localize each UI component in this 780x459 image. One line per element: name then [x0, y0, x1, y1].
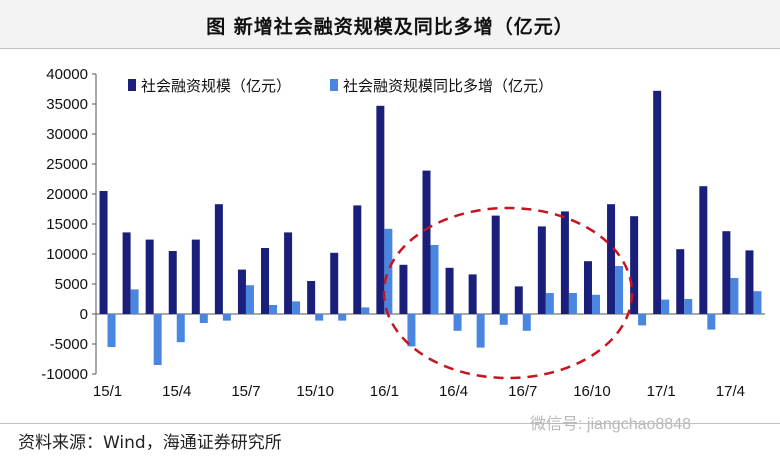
bar-social-financing-17-3: [699, 186, 708, 314]
bar-yoy-increase-15-7: [245, 285, 254, 314]
watermark: 微信号: jiangchao8848: [530, 416, 691, 433]
bar-social-financing-16-2: [399, 264, 408, 314]
bar-yoy-increase-15-8: [269, 305, 278, 314]
bar-yoy-increase-17-3: [707, 314, 716, 330]
legend-label-2: 社会融资规模同比多增（亿元）: [343, 77, 553, 95]
bar-social-financing-15-2: [122, 232, 131, 314]
bar-yoy-increase-16-12: [638, 314, 647, 326]
bar-social-financing-16-10: [583, 261, 592, 314]
y-tick-label: 35000: [46, 96, 88, 113]
bar-social-financing-15-12: [353, 205, 362, 314]
bar-social-financing-16-7: [514, 286, 523, 314]
x-tick-label: 15/10: [296, 383, 334, 400]
chart-area: -10000 -5000 0 5000 10000 15000 20000 25000 3000…: [41, 66, 765, 400]
x-tick-label: 16/7: [508, 383, 537, 400]
bar-yoy-increase-16-10: [591, 294, 600, 314]
y-tick-label: 20000: [46, 186, 88, 203]
bar-yoy-increase-16-1: [384, 228, 393, 314]
bar-yoy-increase-15-12: [361, 307, 370, 314]
x-tick-label: 15/1: [93, 383, 122, 400]
bar-social-financing-16-8: [537, 226, 546, 314]
y-tick-label: 15000: [46, 216, 88, 233]
tick-labels: -10000 -5000 0 5000 10000 15000 20000 25000 3000…: [41, 66, 745, 400]
bar-yoy-increase-15-5: [199, 314, 208, 323]
bar-social-financing-15-4: [168, 251, 177, 314]
bar-yoy-increase-16-3: [430, 245, 439, 314]
bar-social-financing-16-11: [607, 204, 616, 314]
annotation: [382, 206, 634, 380]
x-tick-label: 16/10: [573, 383, 611, 400]
bar-social-financing-17-2: [676, 249, 685, 314]
highlight-ellipse: [382, 206, 634, 380]
bar-social-financing-16-4: [445, 267, 454, 314]
legend: 社会融资规模（亿元） 社会融资规模同比多增（亿元）: [128, 77, 553, 95]
bars: [99, 90, 762, 365]
x-tick-label: 16/4: [439, 383, 468, 400]
bar-social-financing-15-5: [191, 239, 200, 314]
y-tick-label: 10000: [46, 246, 88, 263]
bar-social-financing-16-5: [468, 274, 477, 314]
bar-yoy-increase-16-8: [545, 293, 554, 314]
bar-yoy-increase-15-4: [176, 314, 185, 343]
bar-social-financing-16-9: [560, 211, 569, 314]
bar-yoy-increase-17-5: [753, 291, 762, 314]
bar-social-financing-16-1: [376, 105, 385, 314]
y-tick-label: 40000: [46, 66, 88, 83]
footer-divider: [0, 423, 780, 424]
bar-social-financing-17-1: [653, 90, 662, 314]
bar-social-financing-15-6: [214, 204, 223, 314]
bar-social-financing-16-3: [422, 170, 431, 314]
bar-yoy-increase-15-2: [130, 289, 139, 314]
bar-yoy-increase-15-1: [107, 314, 116, 347]
bar-yoy-increase-16-9: [568, 293, 577, 314]
y-tick-label: -10000: [41, 366, 88, 383]
bar-yoy-increase-16-5: [476, 314, 485, 348]
x-tick-label: 17/1: [647, 383, 676, 400]
y-tick-label: 5000: [55, 276, 88, 293]
bar-social-financing-16-6: [491, 215, 500, 314]
bar-social-financing-15-9: [284, 232, 293, 314]
y-tick-label: -5000: [50, 336, 88, 353]
y-tick-label: 25000: [46, 156, 88, 173]
legend-swatch-2: [330, 79, 338, 91]
legend-swatch-1: [128, 79, 136, 91]
bar-yoy-increase-16-2: [407, 314, 416, 347]
legend-label-1: 社会融资规模（亿元）: [141, 77, 291, 95]
chart-title: 图 新增社会融资规模及同比多增（亿元）: [206, 16, 574, 38]
bar-yoy-increase-16-7: [522, 314, 531, 331]
bar-social-financing-17-5: [745, 250, 754, 314]
bar-yoy-increase-17-4: [730, 278, 739, 314]
y-tick-label: 0: [80, 306, 88, 323]
bar-social-financing-15-10: [307, 281, 316, 314]
bar-yoy-increase-15-9: [292, 301, 301, 314]
x-tick-label: 17/4: [716, 383, 745, 400]
x-tick-label: 15/7: [231, 383, 260, 400]
source-note: 资料来源：Wind，海通证券研究所: [18, 433, 282, 453]
bar-yoy-increase-16-4: [453, 314, 462, 331]
bar-social-financing-16-12: [630, 216, 639, 314]
bar-yoy-increase-17-1: [661, 299, 670, 314]
x-tick-label: 15/4: [162, 383, 191, 400]
bar-social-financing-15-7: [237, 269, 246, 314]
bar-social-financing-15-3: [145, 239, 154, 314]
bar-social-financing-15-8: [261, 248, 270, 314]
bar-yoy-increase-15-3: [153, 314, 162, 365]
bar-social-financing-15-11: [330, 252, 339, 314]
bar-yoy-increase-16-11: [615, 266, 624, 314]
bar-yoy-increase-16-6: [499, 314, 508, 325]
y-tick-label: 30000: [46, 126, 88, 143]
x-tick-label: 16/1: [370, 383, 399, 400]
bar-social-financing-17-4: [722, 231, 731, 314]
bar-yoy-increase-17-2: [684, 299, 693, 314]
bar-yoy-increase-15-11: [338, 314, 347, 321]
bar-yoy-increase-15-10: [315, 314, 324, 321]
bar-social-financing-15-1: [99, 191, 108, 314]
title-band: [0, 0, 780, 49]
bar-yoy-increase-15-6: [222, 314, 231, 321]
